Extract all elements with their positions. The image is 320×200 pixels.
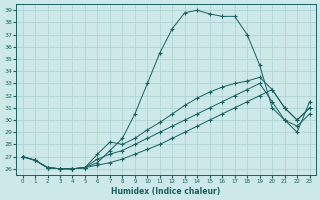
X-axis label: Humidex (Indice chaleur): Humidex (Indice chaleur): [111, 187, 221, 196]
